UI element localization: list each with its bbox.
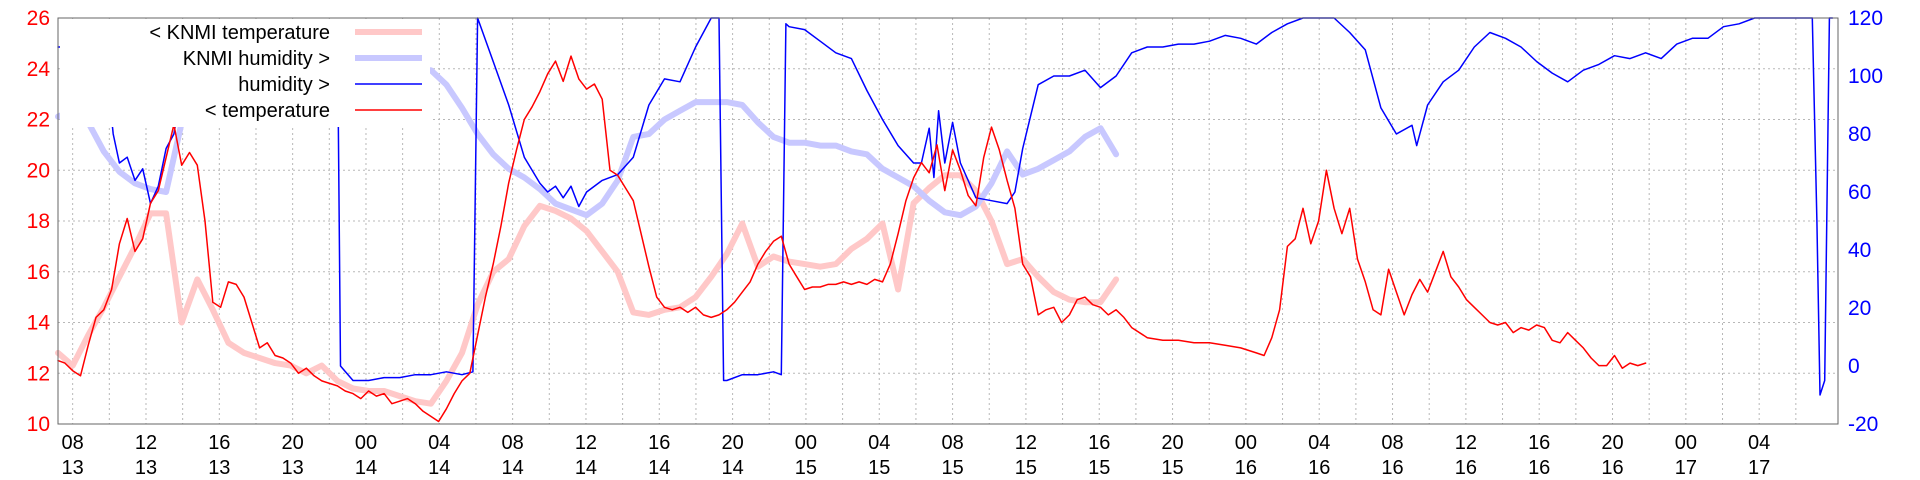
left-tick-label: 26 (27, 7, 50, 30)
left-tick-label: 24 (27, 58, 51, 81)
x-tick-hour: 12 (575, 432, 597, 454)
series-line (55, 172, 1120, 407)
x-tick-day: 16 (1308, 457, 1330, 479)
legend-label: < temperature (205, 100, 330, 122)
x-tick-day: 17 (1748, 457, 1770, 479)
x-tick-hour: 08 (941, 432, 963, 454)
right-tick-label: 100 (1848, 65, 1883, 88)
right-tick-label: 0 (1848, 355, 1860, 378)
x-tick-hour: 00 (1235, 432, 1257, 454)
x-tick-hour: 16 (208, 432, 230, 454)
x-tick-day: 16 (1528, 457, 1550, 479)
left-tick-label: 18 (27, 210, 50, 233)
x-tick-hour: 16 (1528, 432, 1550, 454)
x-tick-day: 17 (1675, 457, 1697, 479)
x-tick-day: 16 (1381, 457, 1403, 479)
x-tick-hour: 16 (1088, 432, 1110, 454)
x-tick-day: 13 (282, 457, 304, 479)
x-tick-day: 15 (868, 457, 890, 479)
left-tick-label: 10 (27, 413, 50, 436)
left-tick-label: 16 (27, 261, 50, 284)
right-tick-label: -20 (1848, 413, 1878, 436)
x-tick-day: 15 (1015, 457, 1037, 479)
x-tick-hour: 00 (1675, 432, 1697, 454)
left-axis: 10 12 14 16 18 20 22 24 26 (27, 7, 51, 436)
legend-label: KNMI humidity > (183, 48, 330, 70)
left-tick-label: 22 (27, 109, 50, 132)
left-tick-label: 20 (27, 159, 50, 182)
left-tick-label: 14 (27, 312, 51, 335)
left-tick-label: 12 (27, 362, 50, 385)
x-tick-day: 13 (135, 457, 157, 479)
x-tick-hour: 04 (868, 432, 890, 454)
x-tick-day: 13 (208, 457, 230, 479)
x-tick-day: 14 (575, 457, 597, 479)
x-tick-hour: 08 (62, 432, 84, 454)
x-tick-day: 15 (1161, 457, 1183, 479)
plot-frame (57, 17, 1839, 425)
x-axis: 08 13 12 13 16 13 20 13 00 14 04 14 08 14 12 14 16 14 20 14… (62, 432, 1771, 479)
legend-label: < KNMI temperature (149, 22, 330, 44)
x-tick-day: 14 (355, 457, 377, 479)
x-tick-hour: 04 (428, 432, 450, 454)
right-tick-label: 20 (1848, 297, 1871, 320)
right-tick-label: 120 (1848, 7, 1883, 30)
x-tick-hour: 08 (501, 432, 523, 454)
x-tick-day: 14 (721, 457, 743, 479)
x-tick-hour: 20 (1601, 432, 1623, 454)
x-tick-hour: 00 (355, 432, 377, 454)
x-tick-hour: 20 (282, 432, 304, 454)
legend-background (60, 19, 430, 127)
x-tick-hour: 12 (1015, 432, 1037, 454)
right-tick-label: 40 (1848, 239, 1871, 262)
x-tick-hour: 12 (1455, 432, 1477, 454)
x-tick-day: 16 (1235, 457, 1257, 479)
series-line (57, 55, 1647, 423)
x-tick-day: 14 (648, 457, 670, 479)
x-tick-day: 16 (1455, 457, 1477, 479)
legend: < KNMI temperature KNMI humidity > humidit… (60, 19, 430, 127)
x-tick-day: 15 (1088, 457, 1110, 479)
x-tick-hour: 04 (1748, 432, 1770, 454)
right-tick-label: 80 (1848, 123, 1871, 146)
right-tick-label: 60 (1848, 181, 1871, 204)
x-tick-hour: 12 (135, 432, 157, 454)
x-tick-hour: 00 (795, 432, 817, 454)
x-tick-hour: 04 (1308, 432, 1330, 454)
x-tick-day: 14 (428, 457, 450, 479)
x-tick-hour: 20 (1161, 432, 1183, 454)
legend-label: humidity > (238, 74, 330, 96)
x-tick-hour: 16 (648, 432, 670, 454)
x-tick-day: 13 (62, 457, 84, 479)
x-tick-day: 14 (501, 457, 523, 479)
right-axis: -20 0 20 40 60 80 100 120 (1848, 7, 1883, 436)
x-tick-hour: 08 (1381, 432, 1403, 454)
x-tick-hour: 20 (721, 432, 743, 454)
x-tick-day: 15 (795, 457, 817, 479)
x-tick-day: 15 (941, 457, 963, 479)
x-tick-day: 16 (1601, 457, 1623, 479)
